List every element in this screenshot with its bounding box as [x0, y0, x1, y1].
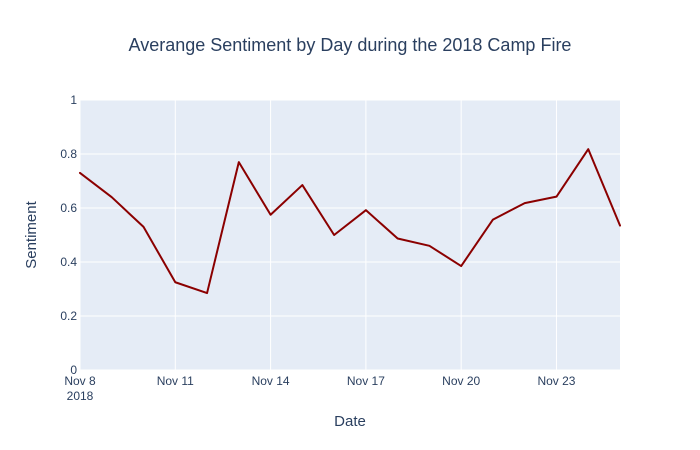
series-layer — [79, 148, 621, 295]
y-tick-label: 1 — [70, 93, 77, 107]
y-axis-ticks: 0 0.2 0.4 0.6 0.8 1 — [60, 93, 77, 377]
x-axis-title: Date — [334, 413, 366, 430]
x-tick-label: Nov 11 — [157, 374, 194, 388]
plot-area — [80, 100, 620, 370]
x-tick-label: Nov 14 — [252, 374, 290, 388]
sentiment-line — [79, 148, 621, 295]
x-tick-label: Nov 17 — [347, 374, 385, 388]
x-tick-label: Nov 23 — [537, 374, 575, 388]
y-axis-title: Sentiment — [23, 200, 40, 268]
grid-lines — [79, 99, 620, 371]
x-tick-label: Nov 20 — [442, 374, 480, 388]
y-tick-label: 0.2 — [60, 309, 77, 323]
x-tick-label: Nov 8 — [64, 374, 96, 388]
y-tick-label: 0.6 — [60, 201, 77, 215]
y-tick-label: 0.4 — [60, 255, 77, 269]
y-tick-label: 0.8 — [60, 147, 77, 161]
y-tick-label: 0 — [70, 363, 77, 377]
chart-title: Averange Sentiment by Day during the 201… — [129, 35, 572, 55]
x-tick-sublabel: 2018 — [67, 389, 94, 403]
